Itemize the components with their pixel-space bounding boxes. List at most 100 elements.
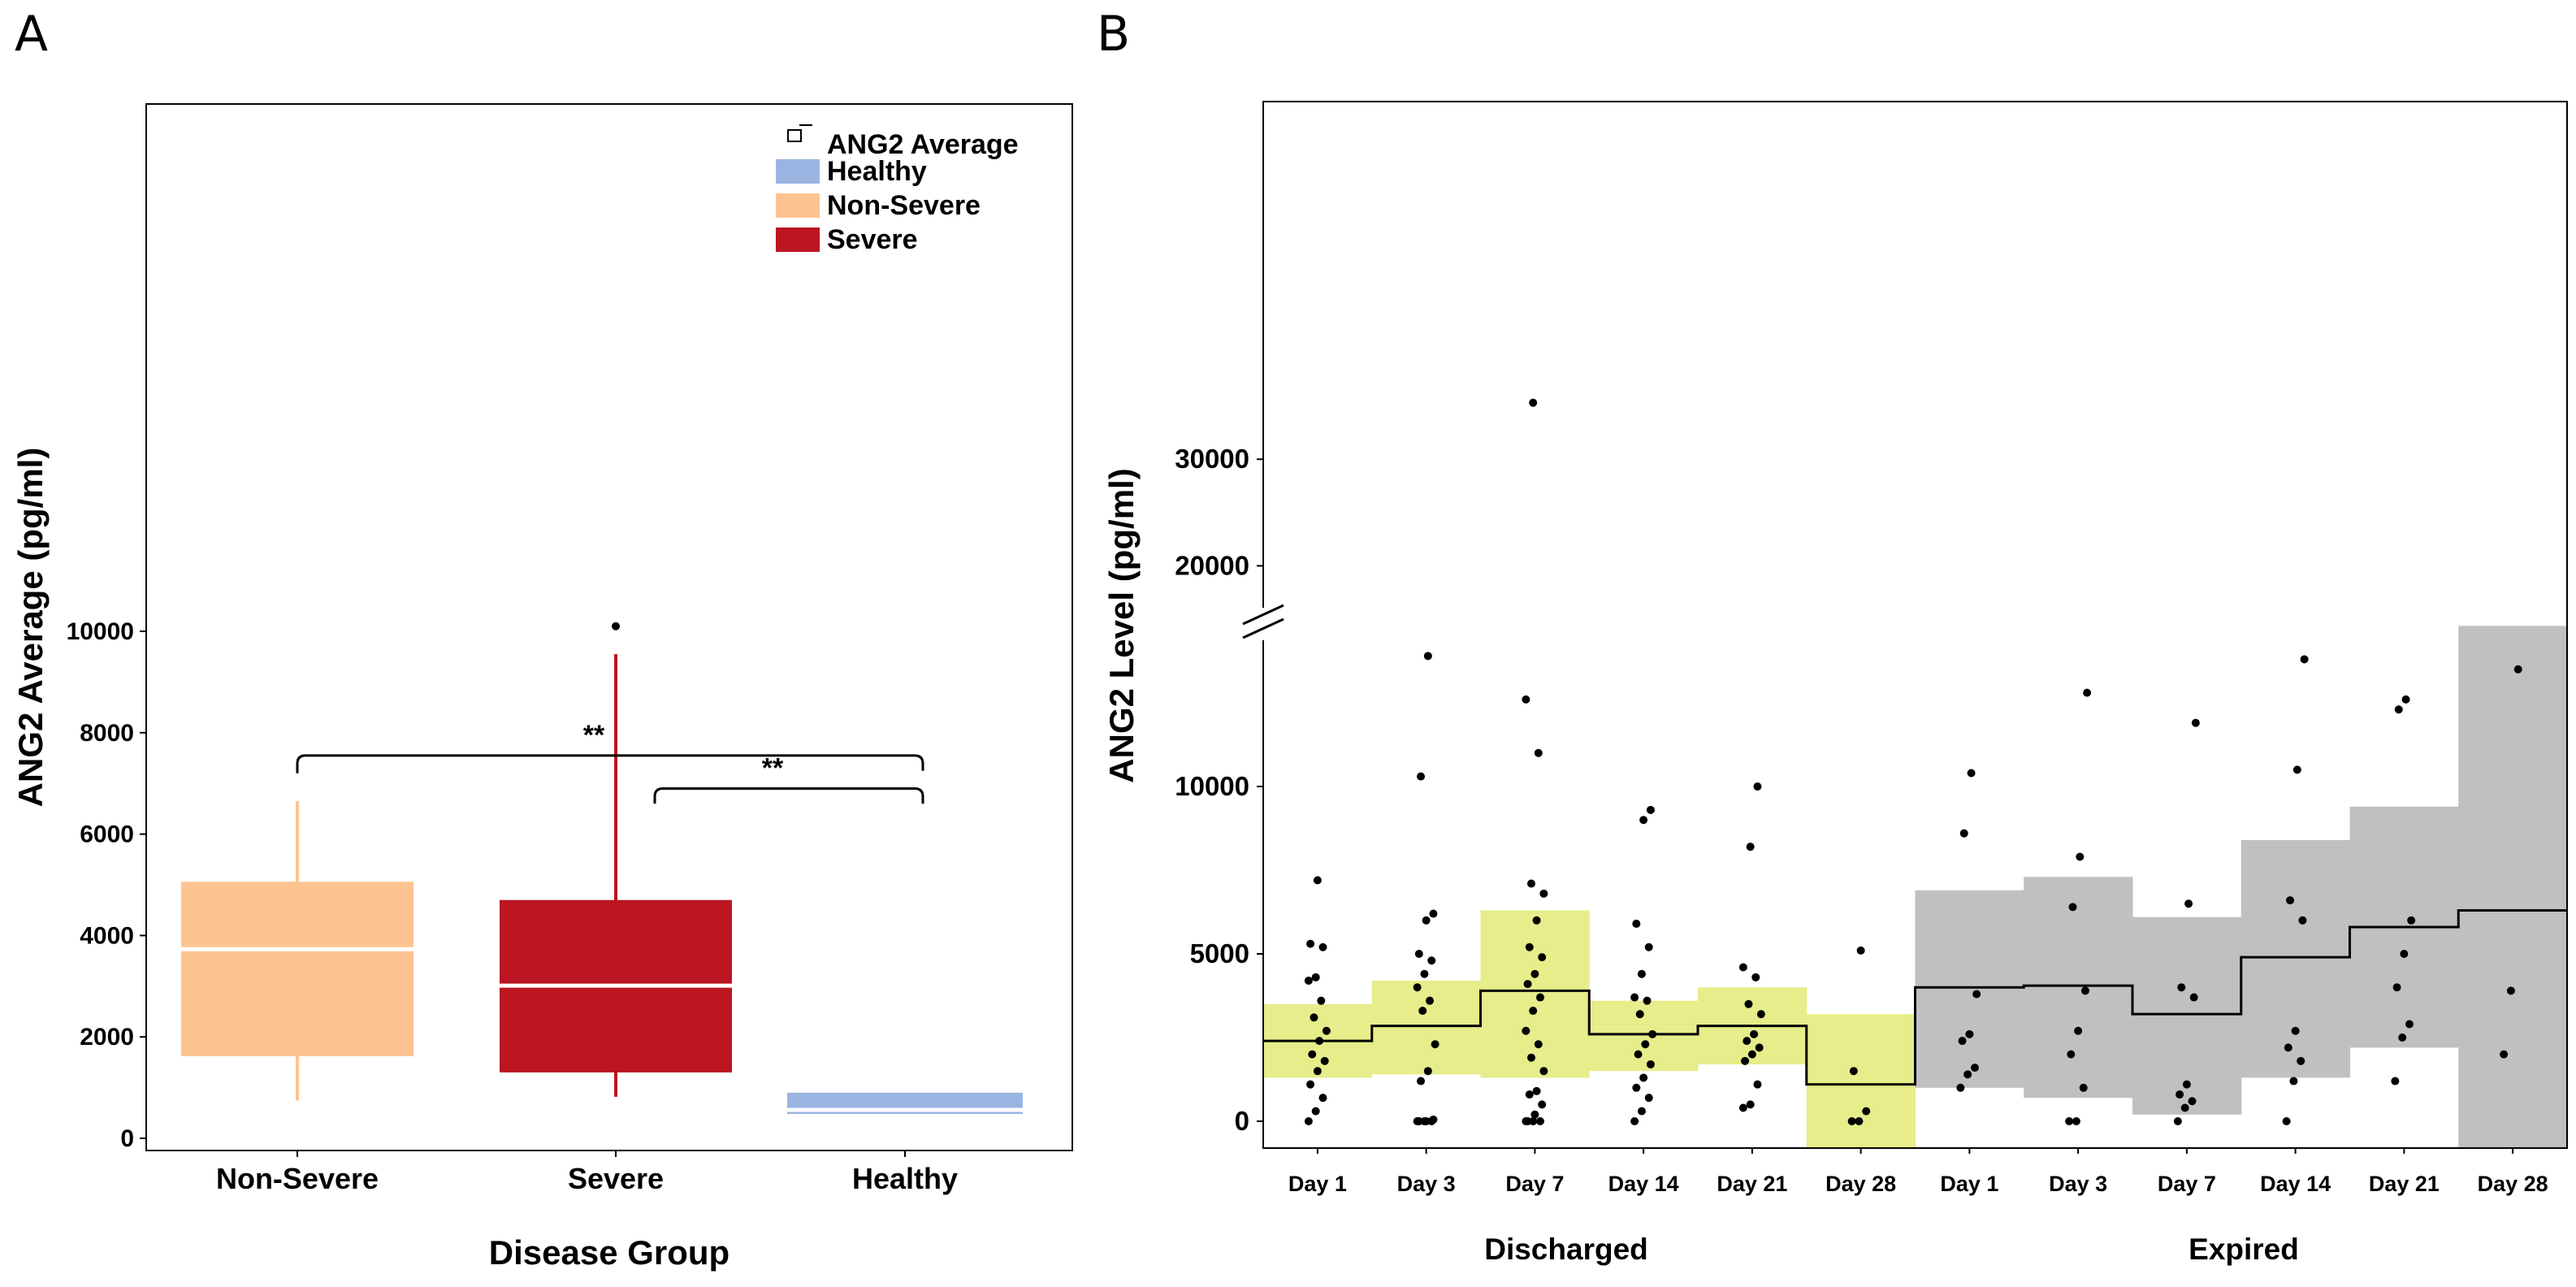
data-point (2083, 688, 2092, 697)
range-band-expired-day-14 (2240, 839, 2350, 1078)
legend-box-glyph-icon (787, 124, 812, 142)
x-tick-label-expired-day-28: Day 28 (2478, 1172, 2548, 1196)
panel-a-legend: ANG2 Average Healthy Non-Severe Severe (776, 124, 1019, 255)
range-band-discharged-day-28 (1806, 1014, 1916, 1148)
data-point (1535, 1117, 1544, 1125)
significance-bracket (653, 786, 924, 804)
x-tick-label-discharged-day-14: Day 14 (1608, 1172, 1679, 1196)
x-tick-label-discharged-day-28: Day 28 (1825, 1172, 1896, 1196)
data-point (1413, 983, 1422, 992)
data-point (2189, 993, 2198, 1002)
data-point (2500, 1050, 2509, 1059)
y-tick-label: 20000 (1175, 550, 1249, 580)
data-point (1538, 953, 1547, 962)
data-point (1429, 909, 1438, 918)
data-point (1306, 939, 1315, 948)
data-point (1523, 1117, 1532, 1125)
data-point (1417, 1077, 1426, 1086)
range-band-discharged-day-3 (1371, 980, 1481, 1075)
x-tick-label-expired-day-7: Day 7 (2158, 1172, 2216, 1196)
data-point (2176, 1090, 2184, 1099)
panel-a-y-axis-title: ANG2 Average (pg/ml) (11, 448, 50, 808)
legend-label-non-severe: Non-Severe (827, 190, 981, 221)
data-point (2191, 718, 2200, 727)
legend-swatch-non-severe (776, 193, 820, 218)
legend-label-healthy: Healthy (827, 156, 927, 187)
data-point (2080, 986, 2089, 995)
data-point (1959, 829, 1968, 838)
panel-b-x-ticks: Day 1 Day 3 Day 7 Day 14 Day 21 Day 28 Day 1 Da… (1288, 1148, 2548, 1196)
data-point (2079, 1083, 2088, 1092)
data-point (1639, 1073, 1648, 1082)
data-point (1526, 1053, 1535, 1062)
data-point (1644, 1094, 1653, 1103)
data-point (1423, 652, 1432, 661)
data-point (1756, 1010, 1765, 1019)
data-point (1308, 1050, 1317, 1059)
x-tick-label-expired-day-21: Day 21 (2369, 1172, 2440, 1196)
panel-a-x-ticks: Non-Severe Severe Healthy (216, 1150, 958, 1195)
x-tick-label-expired-day-3: Day 3 (2049, 1172, 2107, 1196)
panel-b-label: B (1097, 6, 1130, 63)
data-point (2407, 916, 2416, 925)
data-point (2188, 1097, 2197, 1106)
outlier-severe (612, 622, 620, 630)
significance-label: ** (583, 720, 605, 751)
x-tick-label-severe: Severe (568, 1162, 664, 1195)
panel-b-median-step-lines (1263, 908, 2567, 1086)
group-label-discharged: Discharged (1484, 1233, 1648, 1266)
y-tick-label: 5000 (1190, 938, 1249, 968)
data-point (1963, 1070, 1972, 1079)
data-point (1317, 996, 1326, 1005)
data-point (2286, 896, 2295, 905)
x-tick-label-healthy: Healthy (852, 1162, 958, 1195)
x-tick-label-discharged-day-21: Day 21 (1717, 1172, 1787, 1196)
data-point (1522, 695, 1530, 704)
data-point (1322, 1026, 1331, 1035)
data-point (1311, 1107, 1320, 1116)
data-point (1741, 1056, 1750, 1065)
data-point (1525, 942, 1534, 951)
data-point (1532, 916, 1541, 925)
panel-b-data-points (1304, 398, 2522, 1125)
data-point (2298, 916, 2307, 925)
panel-b-y-ticks: 0 5000 10000 20000 30000 (1175, 444, 1263, 1136)
legend-title: ANG2 Average (827, 129, 1019, 160)
data-point (1646, 1060, 1655, 1068)
legend-swatch-healthy (776, 159, 820, 184)
x-tick-label-non-severe: Non-Severe (216, 1162, 379, 1195)
x-tick-label-discharged-day-1: Day 1 (1288, 1172, 1347, 1196)
x-tick-label-discharged-day-3: Day 3 (1397, 1172, 1456, 1196)
y-tick-label: 2000 (80, 1024, 134, 1051)
data-point (1529, 1007, 1538, 1016)
data-point (1753, 782, 1762, 791)
range-band-discharged-day-14 (1589, 1000, 1699, 1072)
data-point (1304, 1117, 1313, 1125)
data-point (1753, 1080, 1762, 1089)
data-point (1418, 1007, 1427, 1016)
data-point (1744, 999, 1753, 1008)
data-point (2513, 665, 2522, 674)
data-point (1972, 990, 1981, 999)
group-label-expired: Expired (2189, 1233, 2299, 1266)
data-point (1414, 950, 1423, 958)
range-band-expired-day-28 (2458, 626, 2568, 1148)
data-point (1746, 1100, 1755, 1109)
data-point (1311, 973, 1320, 982)
data-point (1315, 1037, 1324, 1046)
data-point (1523, 980, 1532, 989)
y-tick-label: 8000 (80, 720, 134, 747)
data-point (2068, 903, 2077, 912)
data-point (1530, 1110, 1539, 1119)
y-tick-label: 30000 (1175, 444, 1249, 474)
data-point (1750, 1029, 1759, 1038)
x-tick-label-discharged-day-7: Day 7 (1505, 1172, 1564, 1196)
data-point (1318, 1094, 1327, 1103)
data-point (2173, 1117, 2182, 1125)
data-point (1738, 963, 1747, 972)
data-point (1856, 946, 1865, 955)
data-point (2182, 1080, 2191, 1089)
